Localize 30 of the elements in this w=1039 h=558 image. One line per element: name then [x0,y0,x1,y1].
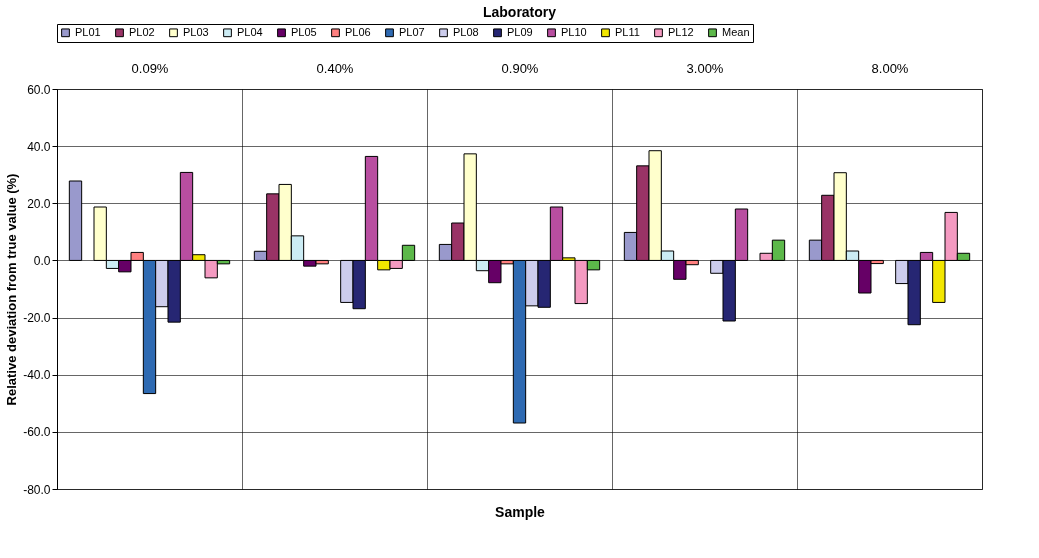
legend-label: PL08 [453,25,479,38]
y-tick-label: -40.0 [23,368,51,383]
legend-label: PL05 [291,25,317,38]
x-tick-label: 3.00% [686,60,724,76]
x-axis-title: Sample [495,503,546,520]
x-tick-label: 0.09% [131,60,169,76]
legend-label: PL09 [507,25,533,38]
y-tick-label: -80.0 [23,482,51,497]
legend-label: PL02 [129,25,155,38]
y-tick-label: 60.0 [27,82,51,97]
legend-label: PL10 [561,25,587,38]
y-tick-label: 40.0 [27,139,51,154]
y-axis-title: Relative deviation from true value (%) [4,173,20,406]
legend-label: PL11 [615,25,640,38]
legend-label: PL01 [75,25,101,38]
y-tick-label: -20.0 [23,311,51,326]
x-tick-label: 0.40% [316,60,354,76]
legend-label: PL06 [345,25,371,38]
chart-title: Laboratory [482,3,557,20]
x-tick-label: 0.90% [501,60,539,76]
legend-label: PL04 [237,25,263,38]
y-tick-label: 20.0 [27,196,51,211]
legend-label: PL12 [668,25,694,38]
legend-label: Mean [722,25,750,38]
bar [68,180,83,261]
x-tick-label: 8.00% [871,60,909,76]
y-tick-label: -60.0 [23,425,51,440]
legend-label: PL07 [399,25,425,38]
legend-label: PL03 [183,25,209,38]
y-tick-label: 0.0 [33,253,51,268]
